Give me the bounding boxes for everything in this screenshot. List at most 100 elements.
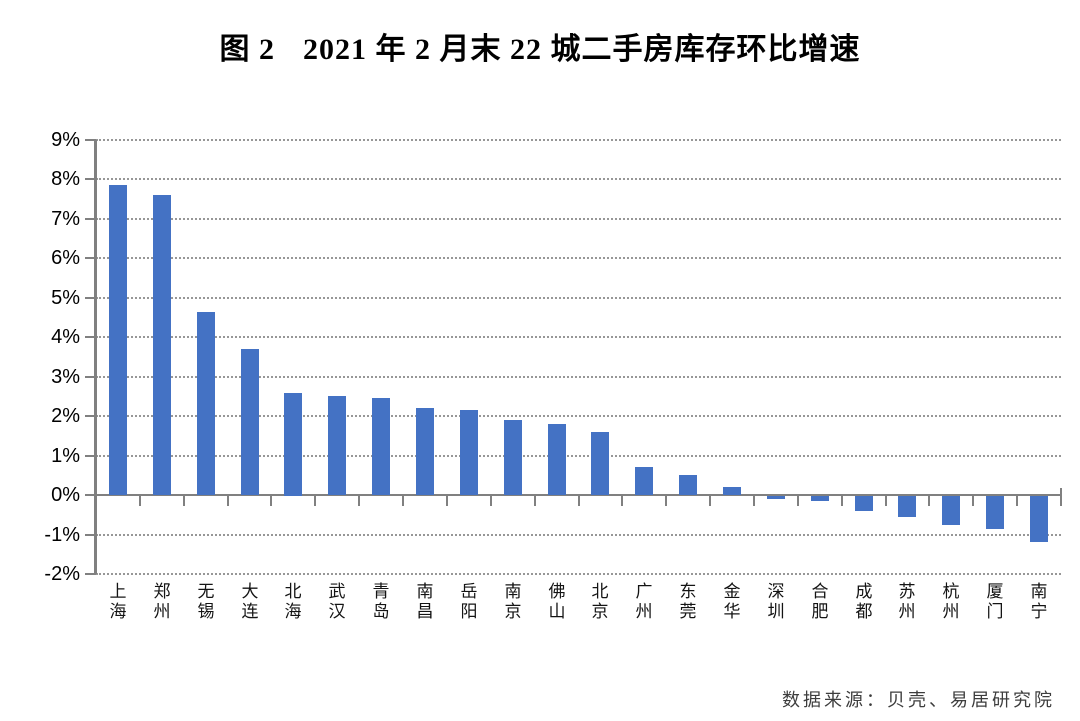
bar bbox=[328, 396, 346, 495]
y-gridline bbox=[96, 415, 1061, 417]
x-axis-tick bbox=[928, 495, 930, 506]
y-axis-tick bbox=[85, 218, 96, 220]
x-axis-tick bbox=[183, 495, 185, 506]
x-axis-tick bbox=[1060, 495, 1062, 506]
y-axis-line bbox=[94, 140, 97, 574]
x-axis-label-char: 东 bbox=[679, 582, 697, 601]
x-axis-label-char: 汉 bbox=[328, 602, 346, 621]
x-axis-tick bbox=[490, 495, 492, 506]
x-axis-label: 南京 bbox=[500, 582, 526, 622]
x-axis-label: 金华 bbox=[719, 582, 745, 622]
bar bbox=[679, 475, 697, 495]
x-axis-label-char: 宁 bbox=[1030, 602, 1048, 621]
bar bbox=[197, 312, 215, 495]
x-axis-label: 东莞 bbox=[675, 582, 701, 622]
x-axis-label-char: 深 bbox=[767, 582, 785, 601]
x-axis-label: 北京 bbox=[587, 582, 613, 622]
y-axis-tick bbox=[85, 297, 96, 299]
x-axis-label-char: 门 bbox=[986, 602, 1004, 621]
x-axis-tick bbox=[534, 495, 536, 506]
bar bbox=[591, 432, 609, 495]
x-axis-label-char: 海 bbox=[109, 602, 127, 621]
bar bbox=[284, 393, 302, 496]
x-axis-label-char: 阳 bbox=[460, 602, 478, 621]
x-axis-tick bbox=[578, 495, 580, 506]
x-axis-label: 青岛 bbox=[368, 582, 394, 622]
x-axis-label-char: 山 bbox=[548, 602, 566, 621]
y-axis-tick-label: -2% bbox=[44, 563, 80, 585]
x-axis-label-char: 南 bbox=[416, 582, 434, 601]
bar bbox=[504, 420, 522, 495]
x-axis-label-char: 南 bbox=[504, 582, 522, 601]
x-axis-label-char: 海 bbox=[284, 602, 302, 621]
x-axis-tick bbox=[885, 495, 887, 506]
y-gridline bbox=[96, 573, 1061, 575]
y-axis-tick-label: 2% bbox=[51, 405, 80, 427]
x-axis-label-char: 京 bbox=[504, 602, 522, 621]
x-axis-tick bbox=[841, 495, 843, 506]
bar-chart: 9% 8% 7% 6% 5% 4% 3% 2% 1% 0% -1% -2% 上海郑州无锡大连北海武汉青岛… bbox=[44, 129, 1062, 622]
y-gridline bbox=[96, 139, 1061, 141]
x-axis-label-char: 州 bbox=[153, 602, 171, 621]
bar bbox=[153, 195, 171, 495]
chart-title: 图 2 2021 年 2 月末 22 城二手房库存环比增速 bbox=[0, 24, 1080, 68]
figure-label: 图 2 bbox=[219, 33, 275, 66]
y-gridline bbox=[96, 178, 1061, 180]
x-axis-label-char: 佛 bbox=[548, 582, 566, 601]
x-axis-label-char: 锡 bbox=[197, 602, 215, 621]
x-axis-tick bbox=[402, 495, 404, 506]
y-axis-tick bbox=[85, 455, 96, 457]
x-axis-label-char: 北 bbox=[591, 582, 609, 601]
source-note: 数据来源：贝壳、易居研究院 bbox=[782, 690, 1055, 710]
x-axis-label-char: 上 bbox=[109, 582, 127, 601]
x-axis-label-char: 莞 bbox=[679, 602, 697, 621]
x-axis-label: 厦门 bbox=[982, 582, 1008, 622]
y-axis-tick-label: 6% bbox=[51, 247, 80, 269]
x-axis-label-char: 广 bbox=[635, 582, 653, 601]
x-axis-label-char: 金 bbox=[723, 582, 741, 601]
x-axis-label-char: 苏 bbox=[898, 582, 916, 601]
y-axis-tick-label: 7% bbox=[51, 208, 80, 230]
x-axis-label-char: 无 bbox=[197, 582, 215, 601]
y-gridline bbox=[96, 455, 1061, 457]
bar bbox=[811, 496, 829, 501]
bar bbox=[723, 487, 741, 495]
bar bbox=[855, 496, 873, 511]
chart-title-text: 2021 年 2 月末 22 城二手房库存环比增速 bbox=[303, 33, 861, 66]
y-axis-tick bbox=[85, 376, 96, 378]
x-axis-label-char: 合 bbox=[811, 582, 829, 601]
y-axis-tick bbox=[85, 534, 96, 536]
x-axis-label-char: 成 bbox=[855, 582, 873, 601]
y-axis-tick bbox=[85, 415, 96, 417]
bar bbox=[986, 496, 1004, 529]
bar bbox=[241, 349, 259, 495]
y-axis-tick bbox=[85, 336, 96, 338]
x-axis-label-char: 都 bbox=[855, 602, 873, 621]
x-axis-label-char: 大 bbox=[241, 582, 259, 601]
bar bbox=[460, 410, 478, 495]
y-axis-tick-label: 8% bbox=[51, 168, 80, 190]
x-axis-label: 杭州 bbox=[938, 582, 964, 622]
bar bbox=[416, 408, 434, 495]
x-axis-tick bbox=[314, 495, 316, 506]
x-axis-end-cap bbox=[1060, 488, 1062, 495]
bar bbox=[635, 467, 653, 495]
x-axis-label-char: 连 bbox=[241, 602, 259, 621]
x-axis-label-char: 青 bbox=[372, 582, 390, 601]
y-gridline bbox=[96, 297, 1061, 299]
x-axis-line bbox=[94, 494, 1061, 496]
x-axis-label: 郑州 bbox=[149, 582, 175, 622]
x-axis-label-char: 肥 bbox=[811, 602, 829, 621]
x-axis-tick bbox=[1016, 495, 1018, 506]
x-axis-label-char: 州 bbox=[635, 602, 653, 621]
y-gridline bbox=[96, 257, 1061, 259]
y-axis-tick-label: 5% bbox=[51, 287, 80, 309]
x-axis-label-char: 北 bbox=[284, 582, 302, 601]
x-axis-label-char: 厦 bbox=[986, 582, 1004, 601]
x-axis-label: 合肥 bbox=[807, 582, 833, 622]
x-axis-label-char: 京 bbox=[591, 602, 609, 621]
y-axis-tick bbox=[85, 573, 96, 575]
x-axis-tick bbox=[270, 495, 272, 506]
y-axis-tick-label: -1% bbox=[44, 524, 80, 546]
